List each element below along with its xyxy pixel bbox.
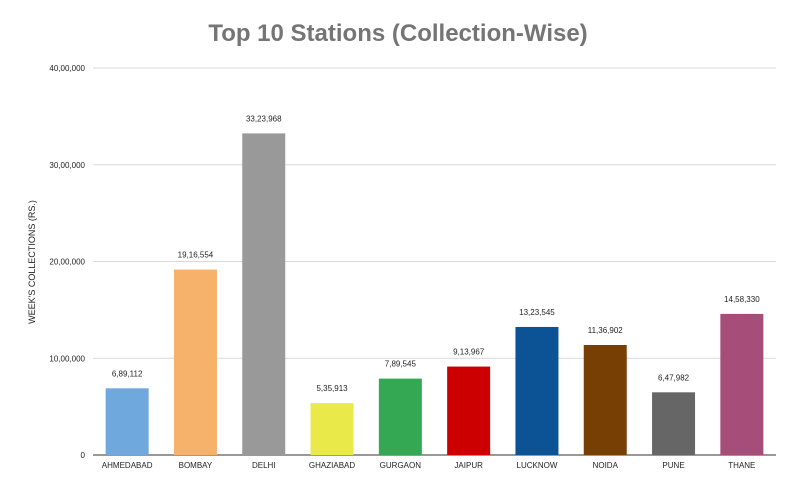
x-tick-label-noida: NOIDA [593,461,619,470]
y-axis-title: WEEK'S COLLECTIONS (RS.) [27,200,37,324]
bar-pune [652,392,696,455]
x-tick-label-thane: THANE [728,461,755,470]
data-label-thane: 14,58,330 [724,295,760,304]
data-label-noida: 11,36,902 [588,326,624,335]
bar-ghaziabad [310,403,354,455]
data-labels: 6,89,112 19,16,554 33,23,968 5,35,913 7,89,5… [112,114,760,393]
x-tick-label-gurgaon: GURGAON [380,461,422,470]
data-label-gurgaon: 7,89,545 [385,360,417,369]
y-tick-label: 20,00,000 [49,258,85,267]
x-tick-label-pune: PUNE [662,461,684,470]
x-tick-label-bombay: BOMBAY [179,461,213,470]
chart-title: Top 10 Stations (Collection-Wise) [208,20,588,47]
bar-bombay [173,269,217,455]
bar-ahmedabad [105,388,149,455]
data-label-ahmedabad: 6,89,112 [112,369,143,378]
y-tick-label: 40,00,000 [49,64,85,73]
x-axis-categories: AHMEDABAD BOMBAY DELHI GHAZIABAD GURGAON JAIP… [102,461,756,470]
x-tick-label-ghaziabad: GHAZIABAD [309,461,355,470]
x-tick-label-jaipur: JAIPUR [454,461,483,470]
data-label-ghaziabad: 5,35,913 [316,384,348,393]
bar-gurgaon [378,378,422,455]
bars [105,133,764,455]
y-tick-label: 10,00,000 [49,354,85,363]
bar-delhi [242,133,286,455]
data-label-bombay: 19,16,554 [178,251,214,260]
x-tick-label-delhi: DELHI [252,461,276,470]
bar-noida [583,345,627,455]
bar-lucknow [515,326,559,455]
y-tick-label: 30,00,000 [49,161,85,170]
data-label-lucknow: 13,23,545 [519,308,555,317]
y-axis-ticks: 0 10,00,000 20,00,000 30,00,000 40,00,000 [49,64,85,460]
bar-jaipur [447,366,491,455]
bar-thane [720,313,764,455]
data-label-jaipur: 9,13,967 [453,348,485,357]
x-tick-label-ahmedabad: AHMEDABAD [102,461,153,470]
data-label-pune: 6,47,982 [658,373,690,382]
y-tick-label: 0 [81,451,86,460]
data-label-delhi: 33,23,968 [246,114,282,123]
x-tick-label-lucknow: LUCKNOW [517,461,558,470]
